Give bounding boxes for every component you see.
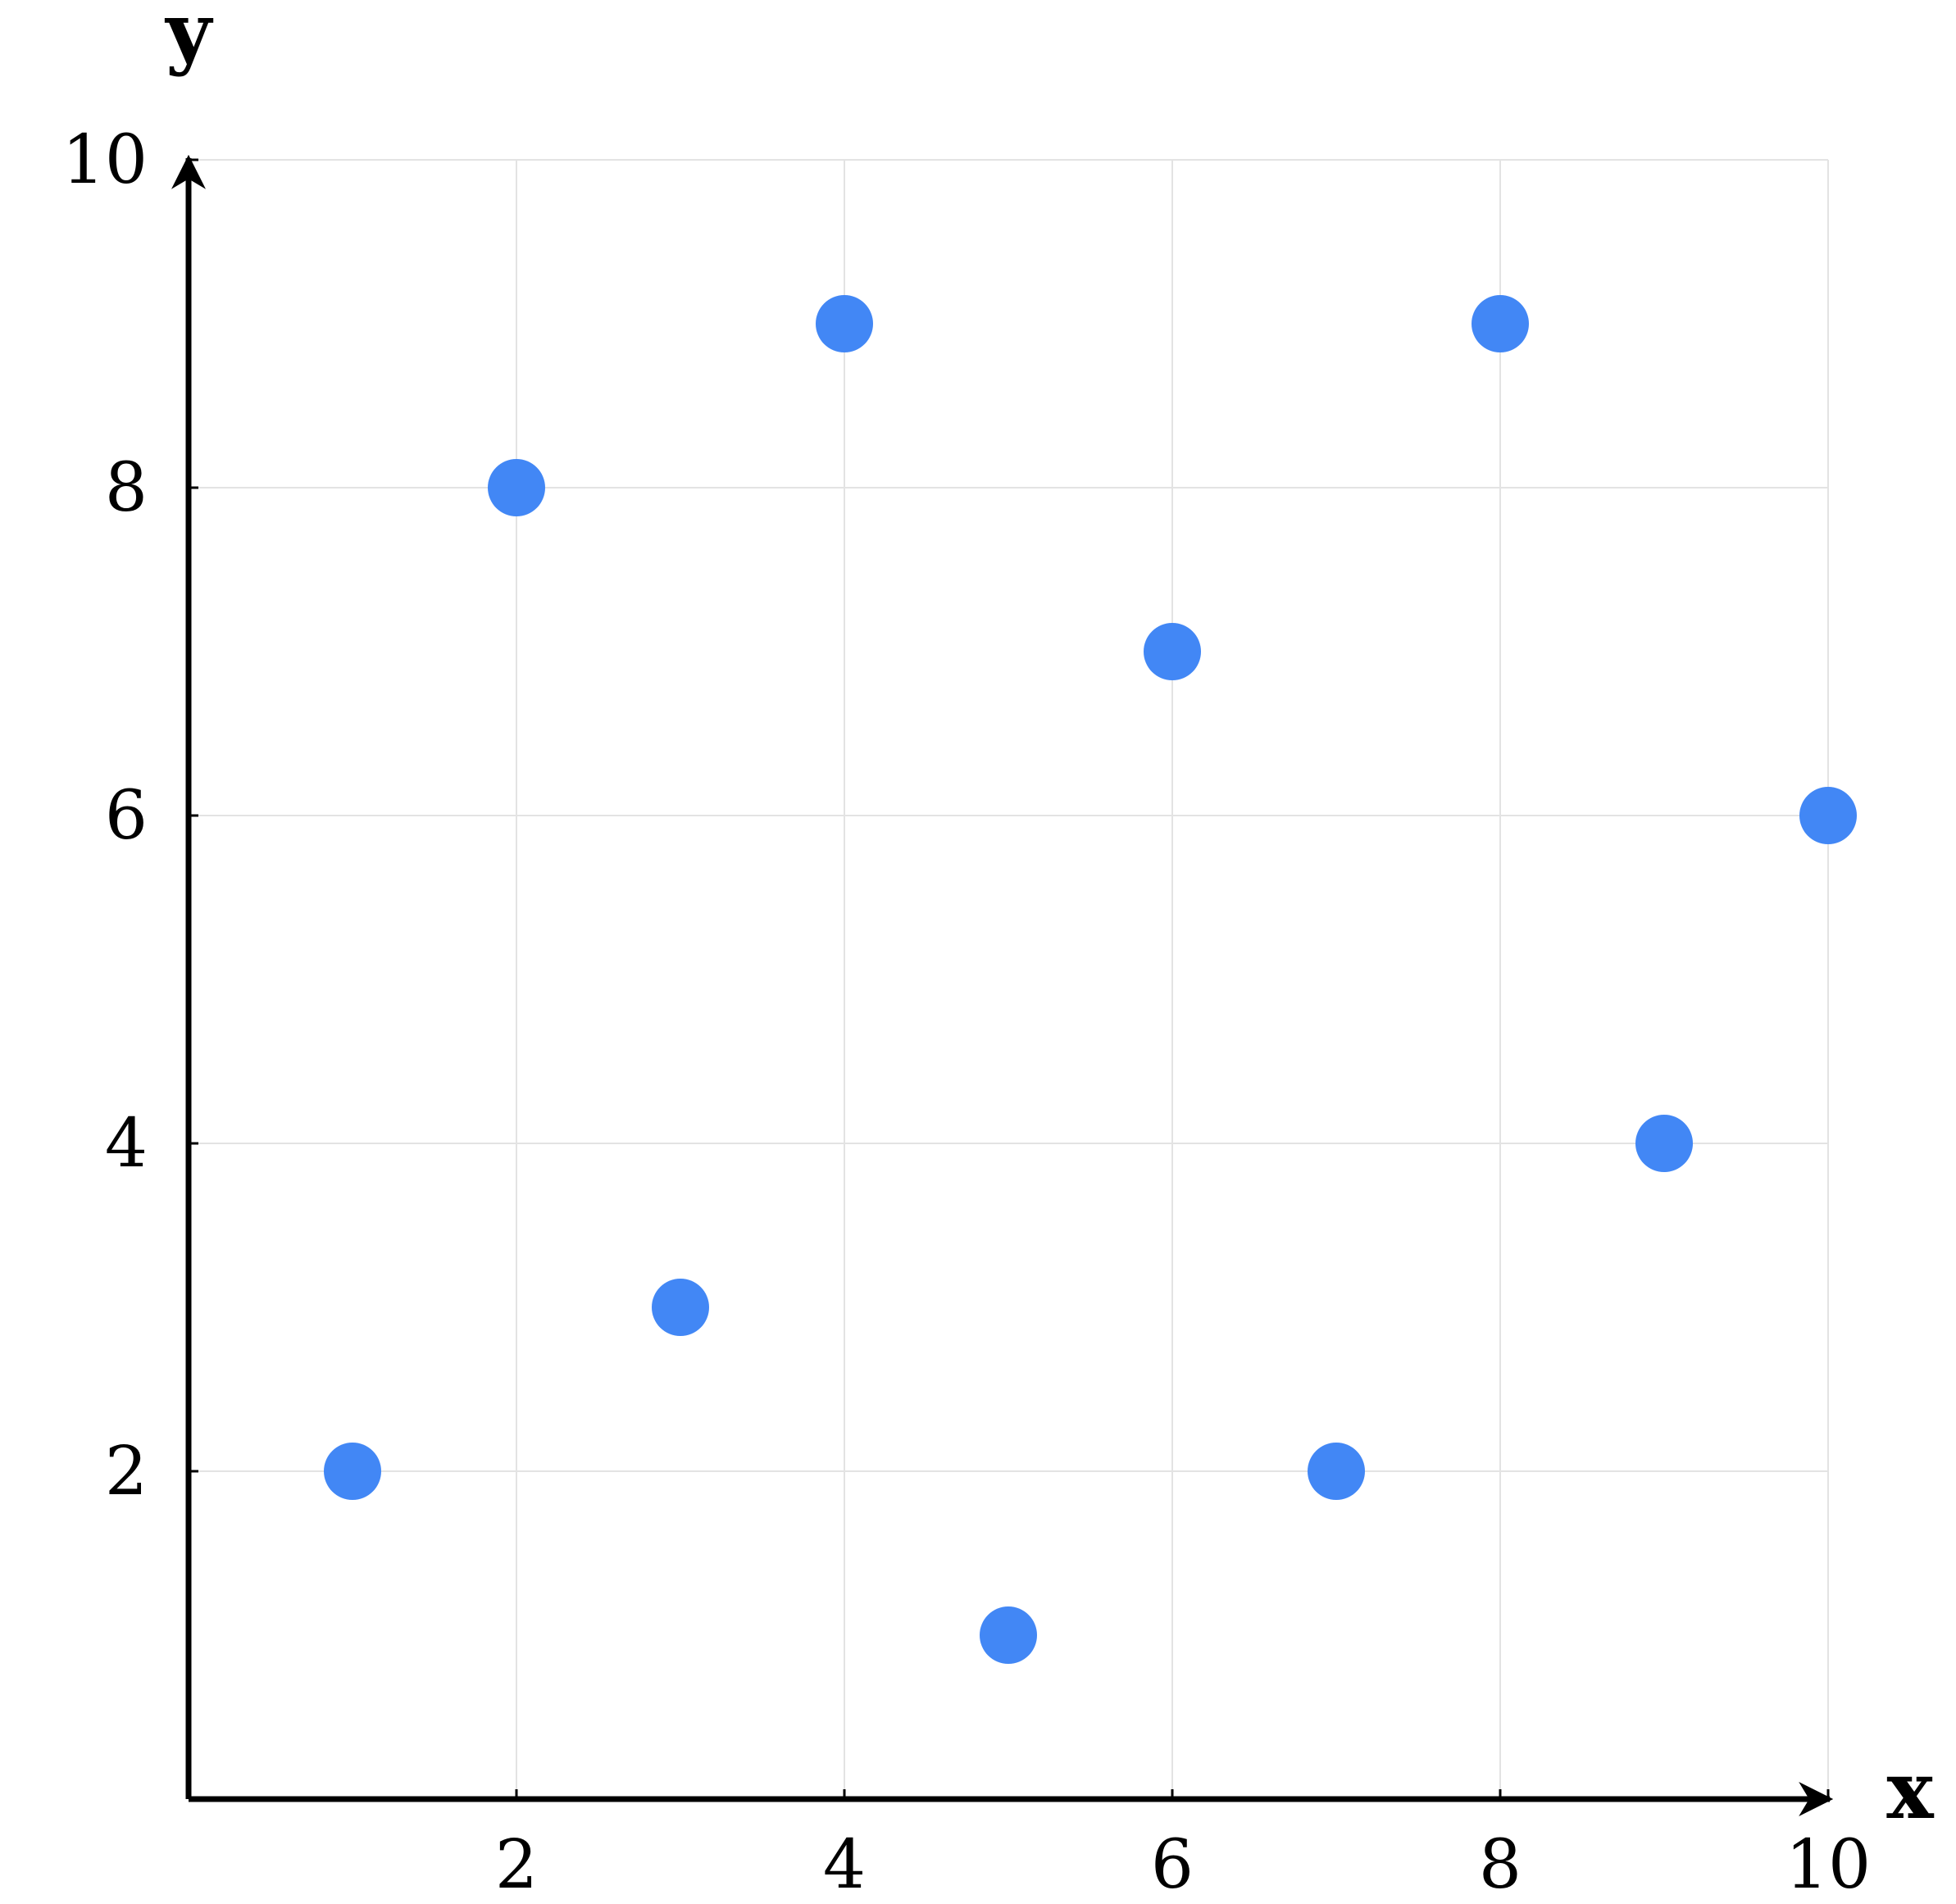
x-tick-label: 10 <box>1785 1826 1871 1904</box>
y-tick-label: 8 <box>105 449 148 527</box>
x-axis-label: x <box>1886 1744 1934 1837</box>
y-axis-ticks: 2 4 6 8 10 <box>62 121 198 1511</box>
y-tick-label: 2 <box>105 1433 148 1511</box>
data-point <box>1799 787 1857 844</box>
x-tick-label: 2 <box>495 1826 538 1904</box>
y-tick-label: 10 <box>62 121 148 199</box>
x-tick-label: 4 <box>823 1826 866 1904</box>
axes <box>171 154 1834 1816</box>
data-point <box>1635 1115 1693 1172</box>
data-point <box>488 459 545 516</box>
x-axis-ticks: 2 4 6 8 10 <box>495 1789 1871 1904</box>
data-point <box>1308 1443 1365 1500</box>
data-point <box>652 1279 709 1336</box>
x-tick-label: 6 <box>1151 1826 1194 1904</box>
data-point <box>1472 295 1529 352</box>
y-tick-label: 4 <box>105 1105 148 1183</box>
grid <box>189 159 1829 1799</box>
data-point <box>816 295 873 352</box>
y-tick-label: 6 <box>105 777 148 855</box>
y-axis-label: y <box>164 0 214 78</box>
data-point <box>980 1606 1037 1664</box>
data-points <box>324 295 1857 1664</box>
x-tick-label: 8 <box>1479 1826 1522 1904</box>
data-point <box>1144 623 1201 680</box>
data-point <box>324 1443 381 1500</box>
